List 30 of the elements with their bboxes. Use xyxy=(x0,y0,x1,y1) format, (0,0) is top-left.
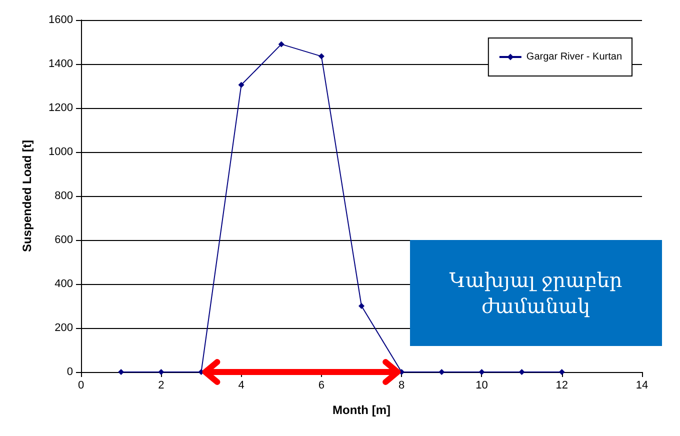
x-tick-label: 0 xyxy=(78,380,84,392)
y-tick-label: 400 xyxy=(54,278,73,290)
point xyxy=(558,369,565,375)
y-tick-label: 1200 xyxy=(48,102,73,114)
point xyxy=(438,369,445,375)
y-tick-label: 200 xyxy=(54,322,73,334)
x-tick-label: 10 xyxy=(476,380,488,392)
y-tick-label: 600 xyxy=(54,234,73,246)
point xyxy=(478,369,485,375)
point xyxy=(358,303,364,309)
y-tick-label: 800 xyxy=(54,190,73,202)
x-tick-label: 14 xyxy=(636,380,648,392)
point xyxy=(158,369,164,375)
y-tick-label: 1000 xyxy=(48,146,73,158)
point xyxy=(318,53,324,60)
text-box: Կախյալ ջրաբեր ժամանակ xyxy=(410,240,662,346)
x-tick-label: 2 xyxy=(158,380,164,392)
legend-label: Gargar River - Kurtan xyxy=(526,52,622,62)
y-tick-label: 0 xyxy=(66,366,73,378)
x-tick-label: 12 xyxy=(556,380,568,392)
y-tick-label: 1600 xyxy=(48,14,73,26)
x-tick-label: 8 xyxy=(398,380,405,392)
point xyxy=(278,41,284,48)
y-axis-title: Suspended Load [t] xyxy=(20,140,34,252)
point xyxy=(518,369,525,375)
x-tick-label: 4 xyxy=(238,380,244,392)
y-tick-label: 1400 xyxy=(48,58,73,70)
x-tick-label: 6 xyxy=(318,380,324,392)
x-axis-title: Month [m] xyxy=(332,403,390,417)
point xyxy=(238,82,244,88)
